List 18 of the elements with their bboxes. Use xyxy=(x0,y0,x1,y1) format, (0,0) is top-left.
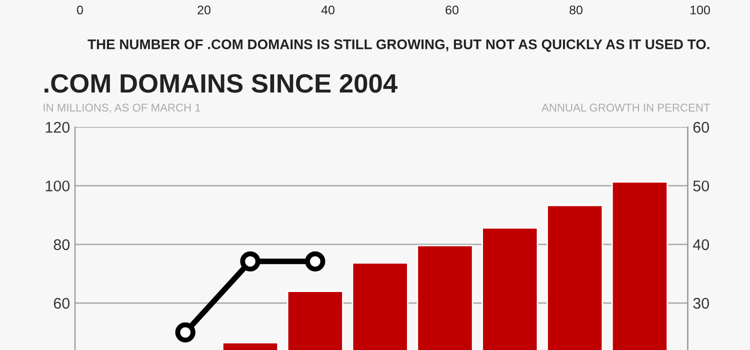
y-tick-label: 100 xyxy=(46,180,70,192)
y2-tick-label: 50 xyxy=(693,180,710,192)
y-tick-label: 80 xyxy=(54,239,70,250)
text: 40 xyxy=(321,6,334,14)
y2-tick-label: 40 xyxy=(692,239,710,250)
text: 60 xyxy=(446,6,458,14)
text: 80 xyxy=(570,6,582,14)
y-tick-label: 60 xyxy=(54,298,70,309)
text: 100 xyxy=(690,6,710,14)
text: 20 xyxy=(198,6,210,14)
y2-axis-title: ANNUAL GROWTH IN PERCENT xyxy=(542,104,710,112)
y2-tick-label: 60 xyxy=(693,122,710,133)
text: THE NUMBER OF .COM DOMAINS IS STILL GROWING, BUT NOT AS QUICKLY AS IT USED TO. xyxy=(88,39,710,52)
y-axis-title: IN MILLIONS, AS OF MARCH 1 xyxy=(44,104,200,113)
y2-tick-label: 30 xyxy=(693,298,710,309)
chart-title: .COM DOMAINS SINCE 2004 xyxy=(44,74,398,93)
y-tick-label: 120 xyxy=(46,122,70,133)
text: 0 xyxy=(77,6,83,14)
